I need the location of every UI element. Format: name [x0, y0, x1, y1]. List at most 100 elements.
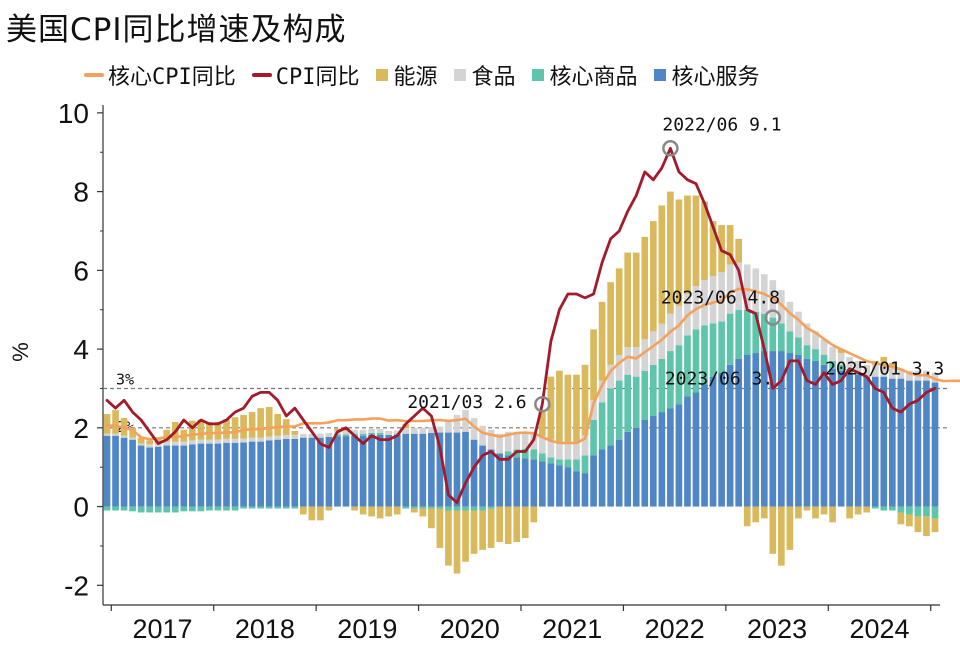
- bar-energy: [462, 510, 469, 562]
- bar-core-services: [385, 434, 393, 507]
- bar-energy: [513, 506, 521, 543]
- bar-energy: [530, 506, 538, 523]
- bar-core-services: [300, 437, 307, 507]
- bar-energy: [701, 201, 708, 281]
- bar-core-services: [786, 353, 794, 507]
- bar-core-goods: [675, 345, 683, 405]
- bar-core-goods: [419, 506, 427, 509]
- bar-core-services: [837, 370, 845, 507]
- bar-core-services: [368, 434, 375, 507]
- bar-core-services: [180, 445, 188, 507]
- bar-core-services: [539, 461, 546, 507]
- bar-core-services: [692, 392, 700, 507]
- bar-core-goods: [530, 449, 538, 460]
- bar-core-services: [206, 443, 213, 507]
- bar-core-services: [231, 442, 239, 507]
- bar-food: [342, 430, 350, 435]
- bar-energy: [760, 506, 768, 519]
- bar-energy: [709, 221, 717, 277]
- bar-energy: [436, 508, 444, 548]
- bar-food: [743, 264, 751, 310]
- bar-core-services: [931, 382, 939, 507]
- bar-energy: [445, 510, 452, 566]
- bar-energy: [923, 516, 930, 537]
- bar-core-services: [854, 374, 862, 507]
- bar-core-goods: [914, 506, 922, 517]
- bar-food: [351, 429, 358, 434]
- bar-energy: [632, 252, 640, 348]
- bar-core-services: [325, 436, 333, 507]
- bar-energy: [163, 429, 171, 442]
- bar-food: [837, 353, 845, 365]
- bar-energy: [607, 282, 614, 365]
- bar-core-goods: [556, 459, 563, 466]
- bar-core-services: [265, 440, 273, 507]
- bar-core-goods: [701, 325, 708, 385]
- legend-item-core-cpi: 核心CPI同比: [84, 59, 236, 91]
- bar-food: [214, 439, 222, 444]
- bar-core-goods: [240, 506, 247, 509]
- bar-core-goods: [171, 506, 179, 513]
- bar-core-services: [760, 351, 768, 507]
- bar-energy: [521, 506, 529, 539]
- bar-energy: [504, 506, 512, 544]
- bar-food: [812, 331, 819, 350]
- bar-energy: [189, 420, 196, 441]
- bar-core-services: [504, 455, 512, 507]
- bar-core-services: [120, 437, 128, 507]
- bar-core-services: [624, 431, 632, 507]
- bar-core-services: [112, 435, 119, 507]
- bar-food: [521, 432, 529, 449]
- bar-core-goods: [376, 432, 384, 435]
- bar-core-goods: [658, 358, 666, 413]
- bar-core-services: [803, 358, 811, 507]
- bar-food: [778, 290, 785, 324]
- bar-energy: [154, 437, 162, 444]
- bar-food: [564, 441, 572, 460]
- bar-core-goods: [445, 506, 452, 511]
- bar-core-goods: [231, 506, 239, 511]
- bar-core-services: [598, 449, 606, 507]
- bar-core-goods: [146, 506, 154, 513]
- bar-energy: [547, 376, 555, 440]
- bar-food: [376, 429, 384, 433]
- reference-line-label: 3%: [116, 370, 134, 388]
- bar-core-goods: [573, 459, 580, 472]
- bar-core-services: [479, 445, 486, 507]
- bar-core-services: [351, 435, 358, 507]
- bar-core-services: [718, 372, 725, 507]
- bar-food: [709, 276, 717, 324]
- bar-core-goods: [265, 506, 273, 509]
- bar-food: [880, 364, 888, 377]
- bar-core-goods: [453, 506, 461, 511]
- bar-food: [137, 443, 145, 446]
- bar-food: [231, 438, 239, 443]
- bar-core-goods: [632, 376, 640, 428]
- bar-energy: [684, 195, 691, 294]
- bar-food: [248, 437, 256, 442]
- bar-core-goods: [402, 506, 410, 509]
- bar-energy: [846, 506, 853, 519]
- legend-swatch-core-cpi: [84, 73, 104, 77]
- bar-food: [539, 435, 546, 454]
- bar-food: [103, 433, 111, 436]
- legend-label-core-services: 核心服务: [671, 65, 760, 90]
- bar-food: [752, 268, 760, 312]
- bar-core-goods: [598, 402, 606, 450]
- bar-food: [146, 444, 154, 448]
- bar-core-services: [171, 445, 179, 507]
- bar-core-goods: [334, 434, 341, 437]
- bar-core-goods: [470, 506, 478, 511]
- annotation-label: 2022/06 9.1: [662, 114, 781, 135]
- bar-core-services: [735, 358, 742, 507]
- bar-core-services: [419, 433, 427, 507]
- bar-energy: [897, 512, 905, 525]
- bar-core-goods: [189, 506, 196, 512]
- bar-core-goods: [667, 351, 674, 409]
- bar-core-services: [248, 441, 256, 507]
- bar-core-goods: [539, 453, 546, 462]
- bar-food: [180, 441, 188, 446]
- bar-food: [479, 425, 486, 446]
- bar-energy: [743, 506, 751, 527]
- bar-core-goods: [812, 349, 819, 361]
